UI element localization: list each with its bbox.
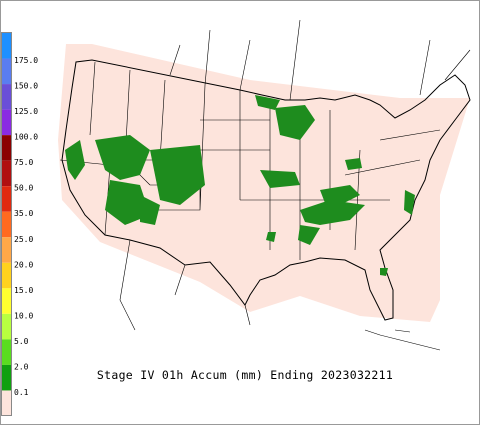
legend-swatch xyxy=(2,33,11,59)
analysis-domain xyxy=(58,44,470,322)
legend-swatch xyxy=(2,186,11,212)
legend-swatch xyxy=(2,84,11,110)
legend-label: 125.0 xyxy=(14,107,38,116)
legend-label: 150.0 xyxy=(14,82,38,91)
legend-swatch xyxy=(2,237,11,263)
legend-swatch xyxy=(2,364,11,391)
color-legend: 175.0 150.0 125.0 100.0 75.0 50.0 35.0 25.0 20.0… xyxy=(2,33,38,416)
legend-label: 0.1 xyxy=(14,388,29,397)
legend-label: 5.0 xyxy=(14,337,29,346)
legend-swatch xyxy=(2,339,11,365)
legend-label: 35.0 xyxy=(14,209,33,218)
legend-swatch xyxy=(2,390,11,416)
legend-label: 100.0 xyxy=(14,133,38,142)
legend-swatch xyxy=(2,109,11,136)
legend-label: 15.0 xyxy=(14,286,33,295)
legend-swatch xyxy=(2,135,11,161)
legend-label: 50.0 xyxy=(14,184,33,193)
legend-swatch xyxy=(2,211,11,238)
legend-swatch xyxy=(2,58,11,85)
legend-swatch xyxy=(2,288,11,314)
legend-label: 10.0 xyxy=(14,311,33,320)
legend-frame xyxy=(1,32,12,416)
precip-areas xyxy=(65,95,415,276)
legend-label: 25.0 xyxy=(14,235,33,244)
caption: Stage IV 01h Accum (mm) Ending 202303221… xyxy=(97,368,393,382)
legend-label: 2.0 xyxy=(14,362,29,371)
legend-swatch xyxy=(2,160,11,187)
legend-swatch xyxy=(2,313,11,340)
legend-swatch xyxy=(2,262,11,289)
legend-label: 20.0 xyxy=(14,260,33,269)
legend-label: 75.0 xyxy=(14,158,33,167)
us-outline xyxy=(61,59,471,321)
legend-label: 175.0 xyxy=(14,56,38,65)
